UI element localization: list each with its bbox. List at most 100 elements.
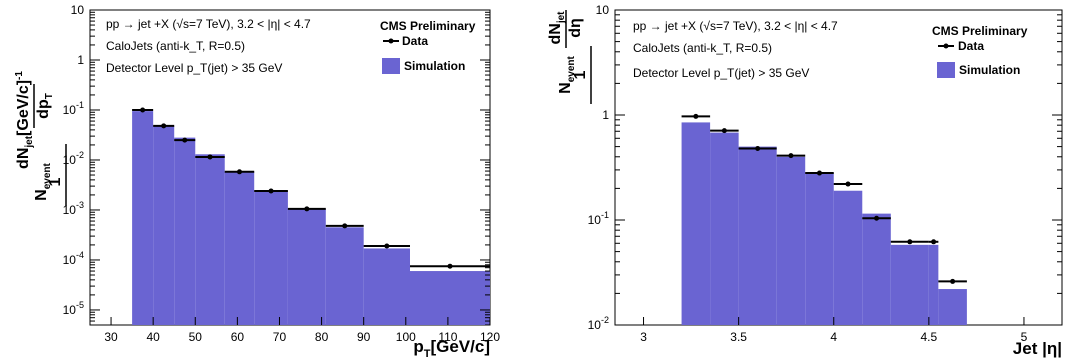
x-ticks: 3 3.5 4 4.5 5: [640, 317, 1028, 344]
legend-simulation-swatch: [937, 62, 955, 78]
data-point: [874, 215, 880, 221]
simulation-bar: [410, 271, 490, 325]
simulation-bar: [287, 208, 326, 325]
legend-simulation-label: Simulation: [404, 59, 465, 73]
annotation-cut: Detector Level p_T(jet) > 35 GeV: [633, 66, 809, 80]
x-tick-label: 3.5: [730, 330, 747, 344]
data-point: [268, 188, 274, 194]
simulation-bar: [928, 244, 939, 325]
x-tick-label: 120: [480, 330, 500, 344]
simulation-bar: [153, 125, 175, 326]
x-tick-label: 100: [396, 330, 416, 344]
annotation-process: pp → jet +X (√s=7 TeV), 3.2 < |η| < 4.7: [633, 19, 838, 33]
x-tick-label: 40: [146, 330, 160, 344]
svg-text:dpT: dpT: [35, 93, 55, 119]
data-point: [907, 239, 913, 245]
y-axis-label: 1 Nevent dNjet[GeV/c]-1 dpT: [14, 71, 67, 206]
x-tick-label: 70: [273, 330, 287, 344]
simulation-bar: [325, 227, 364, 325]
annotation-jets: CaloJets (anti-k_T, R=0.5): [633, 41, 772, 55]
y-tick-label: 10: [596, 3, 610, 17]
simulation-bar: [195, 154, 225, 325]
x-tick-label: 50: [189, 330, 203, 344]
data-point: [236, 169, 242, 175]
data-point: [384, 243, 390, 249]
y-tick-label: 1: [77, 53, 84, 67]
svg-text:dNjet: dNjet: [547, 11, 567, 45]
data-point: [816, 170, 822, 176]
y-tick-label: 10: [71, 3, 85, 17]
x-tick-label: 30: [104, 330, 118, 344]
simulation-bar: [805, 173, 834, 325]
legend-data-label: Data: [958, 39, 984, 53]
svg-text:dNjet[GeV/c]-1: dNjet[GeV/c]-1: [14, 71, 35, 169]
data-point: [788, 153, 794, 159]
simulation-histogram: [132, 111, 490, 326]
svg-text:1: 1: [47, 177, 64, 186]
y-tick-label: 10-1: [588, 210, 609, 227]
x-tick-label: 4.5: [921, 330, 938, 344]
data-point: [755, 145, 761, 151]
simulation-bar: [890, 244, 929, 325]
x-tick-label: 3: [640, 330, 647, 344]
legend-title: CMS Preliminary: [380, 19, 476, 33]
svg-text:Nevent: Nevent: [33, 162, 53, 200]
svg-text:dη: dη: [567, 18, 584, 38]
x-ticks: 30 40 50 60 70 80 90 100 110 120: [104, 317, 500, 344]
data-points: [681, 113, 967, 284]
chart-pt-spectrum: 30 40 50 60 70 80 90 100 110 120 10110-110-210-31…: [14, 3, 500, 360]
data-point: [721, 128, 727, 134]
x-tick-label: 110: [438, 330, 457, 344]
simulation-bar: [254, 190, 288, 325]
simulation-bar: [833, 190, 863, 325]
simulation-bar: [174, 137, 196, 325]
simulation-bar: [710, 132, 739, 325]
x-tick-label: 5: [1021, 330, 1028, 344]
simulation-bar: [681, 122, 711, 325]
data-point: [161, 123, 167, 129]
y-axis-label: 1 Nevent dNjet dη: [547, 10, 592, 104]
simulation-bar: [738, 146, 777, 325]
data-point: [447, 263, 453, 269]
data-point: [207, 154, 213, 160]
simulation-bar: [224, 171, 255, 325]
x-tick-label: 80: [315, 330, 329, 344]
data-point: [140, 107, 146, 113]
simulation-histogram: [681, 122, 967, 325]
legend-title: CMS Preliminary: [932, 24, 1028, 38]
legend-data-label: Data: [402, 34, 428, 48]
x-axis-label: pT[GeV/c]: [413, 337, 490, 360]
y-tick-label: 10-2: [588, 315, 609, 332]
simulation-bar: [363, 248, 410, 325]
annotation-process: pp → jet +X (√s=7 TeV), 3.2 < |η| < 4.7: [106, 17, 311, 31]
svg-text:Nevent: Nevent: [557, 55, 577, 93]
chart-eta-spectrum: 3 3.5 4 4.5 5 10 1 10-1 10-2 pp → jet +X (√s=7 …: [547, 3, 1063, 358]
legend-simulation-label: Simulation: [959, 63, 1020, 77]
data-point: [845, 181, 851, 187]
y-tick-label: 10-1: [63, 100, 84, 117]
data-point: [342, 223, 348, 229]
y-tick-label: 10-4: [63, 250, 84, 267]
data-point: [693, 113, 699, 119]
simulation-bar: [862, 213, 891, 325]
data-point: [931, 239, 937, 245]
simulation-bar: [132, 111, 154, 325]
simulation-bar: [938, 289, 967, 325]
x-tick-label: 60: [231, 330, 245, 344]
legend-data-dot: [388, 38, 394, 44]
legend-data-dot: [943, 43, 949, 49]
legend-simulation-swatch: [382, 58, 400, 74]
x-tick-label: 90: [357, 330, 371, 344]
data-point: [304, 206, 310, 212]
annotation-cut: Detector Level p_T(jet) > 35 GeV: [106, 61, 282, 75]
x-tick-label: 4: [830, 330, 837, 344]
svg-text:1: 1: [572, 70, 589, 79]
data-point: [950, 278, 956, 284]
y-tick-label: 10-5: [63, 300, 84, 317]
x-axis-label: Jet |η|: [1013, 339, 1062, 358]
y-tick-label: 1: [602, 108, 609, 122]
data-points: [132, 107, 490, 269]
annotation-jets: CaloJets (anti-k_T, R=0.5): [106, 39, 245, 53]
simulation-bar: [776, 156, 806, 325]
